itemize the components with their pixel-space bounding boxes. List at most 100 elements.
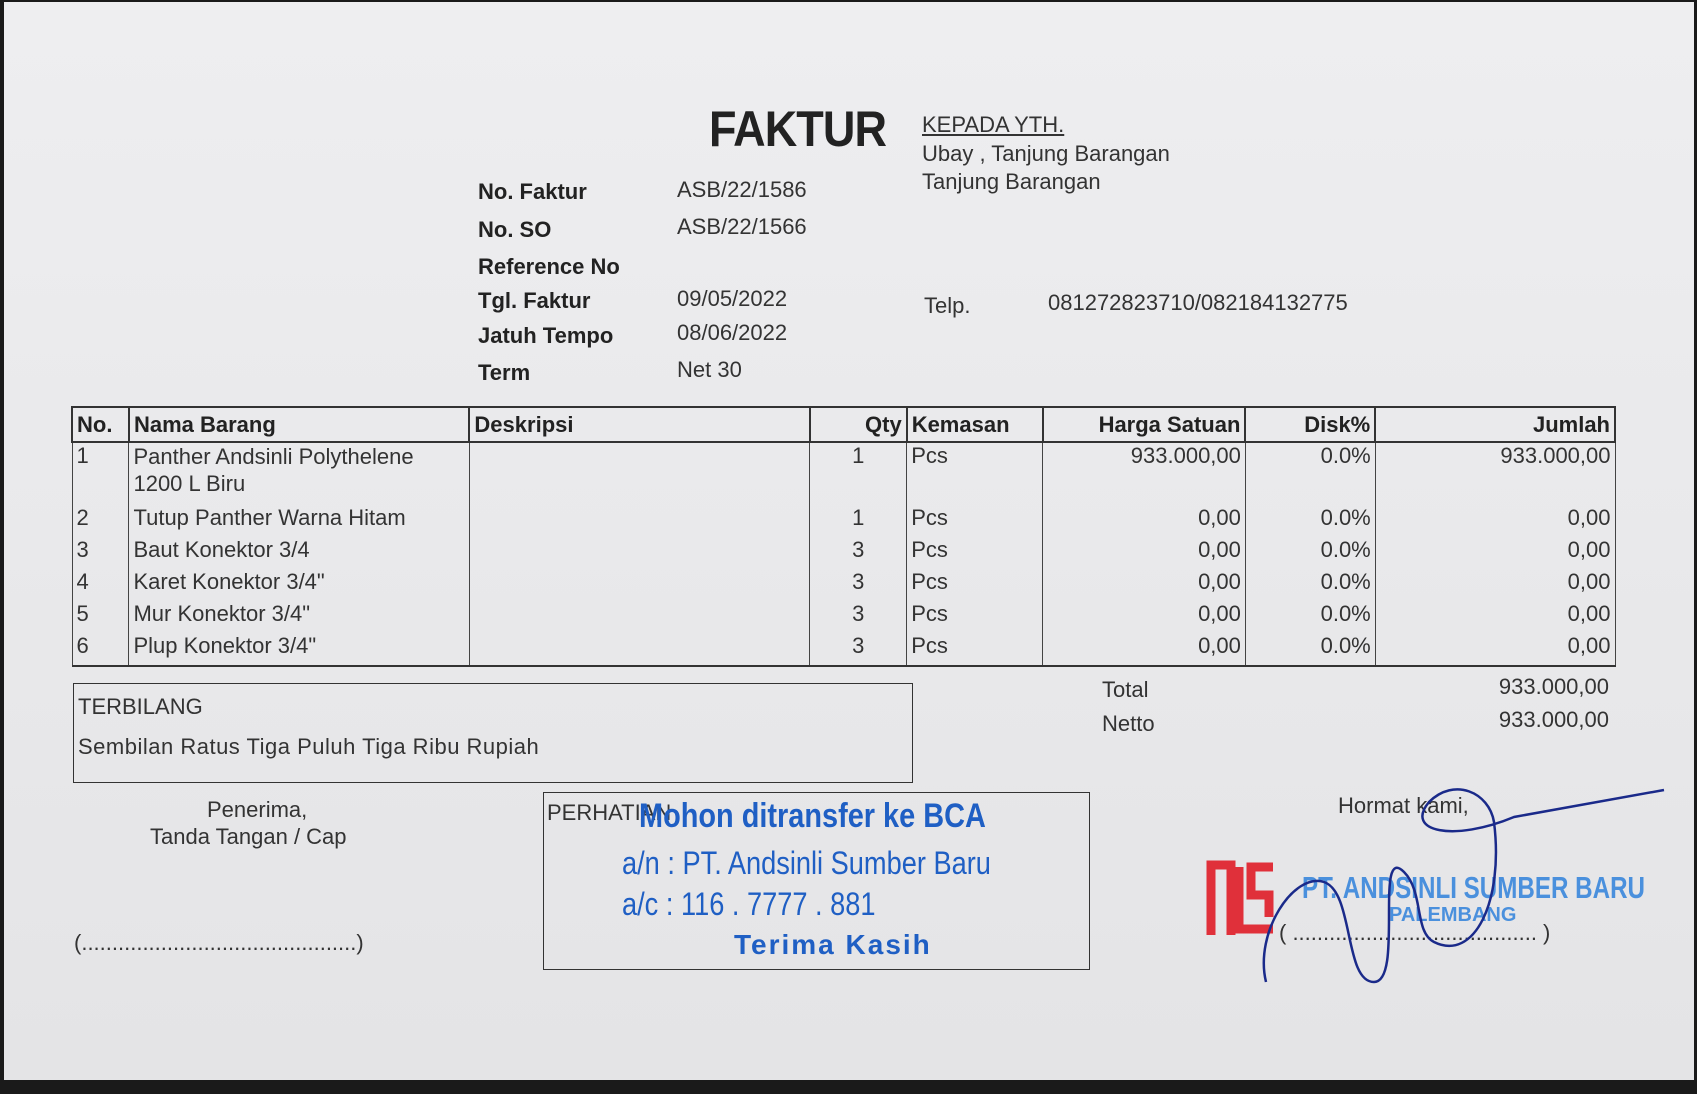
col-no: No. <box>71 406 130 443</box>
meta-label: Jatuh Tempo <box>478 323 614 348</box>
cell-no: 2 <box>71 505 130 537</box>
cell-name: Tutup Panther Warna Hitam <box>128 505 470 537</box>
telp-value: 081272823710/082184132775 <box>1048 290 1348 315</box>
recipient-city: Tanjung Barangan <box>922 169 1101 194</box>
document-title: FAKTUR <box>709 101 887 157</box>
table-header: No. Nama Barang Deskripsi Qty Kemasan Ha… <box>71 406 1616 443</box>
cell-disc: 0.0% <box>1244 442 1376 505</box>
cell-unit: Pcs <box>906 537 1044 569</box>
meta-label: Reference No <box>478 254 620 279</box>
cell-total: 0,00 <box>1374 505 1616 537</box>
netto-label: Netto <box>1102 711 1155 736</box>
items-table: No. Nama Barang Deskripsi Qty Kemasan Ha… <box>71 406 1616 667</box>
sender-sign-line: ( ......................................… <box>1279 920 1551 945</box>
meta-value: ASB/22/1586 <box>677 177 807 202</box>
meta-value: Net 30 <box>677 357 742 382</box>
meta-value: ASB/22/1566 <box>677 214 807 239</box>
cell-desc <box>468 633 811 667</box>
cell-disc: 0.0% <box>1244 505 1376 537</box>
col-disc: Disk% <box>1244 406 1377 443</box>
notice-line3: a/c : 116 . 7777 . 881 <box>622 886 876 922</box>
cell-price: 0,00 <box>1042 633 1246 667</box>
cell-name: Plup Konektor 3/4" <box>128 633 470 667</box>
col-qty: Qty <box>808 406 908 443</box>
cell-disc: 0.0% <box>1244 601 1376 633</box>
sender-greeting: Hormat kami, <box>1338 793 1469 818</box>
cell-no: 6 <box>71 633 130 667</box>
cell-qty: 3 <box>809 569 908 601</box>
col-name: Nama Barang <box>127 406 471 443</box>
cell-no: 5 <box>71 601 130 633</box>
cell-desc <box>468 537 811 569</box>
total-label: Total <box>1102 677 1149 702</box>
cell-disc: 0.0% <box>1244 569 1376 601</box>
cell-unit: Pcs <box>906 633 1044 667</box>
cell-name: Panther Andsinli Polythelene 1200 L Biru <box>128 442 470 505</box>
notice-line4: Terima Kasih <box>734 929 932 960</box>
cell-total: 0,00 <box>1374 601 1616 633</box>
cell-total: 0,00 <box>1374 569 1616 601</box>
meta-label: No. Faktur <box>478 179 587 204</box>
cell-price: 0,00 <box>1042 601 1246 633</box>
cell-no: 3 <box>71 537 130 569</box>
cell-price: 0,00 <box>1042 505 1246 537</box>
cell-name: Baut Konektor 3/4 <box>128 537 470 569</box>
meta-label: Tgl. Faktur <box>478 288 591 313</box>
cell-unit: Pcs <box>906 505 1044 537</box>
meta-value: 08/06/2022 <box>677 320 788 345</box>
terbilang-box: TERBILANG Sembilan Ratus Tiga Puluh Tiga… <box>73 683 913 783</box>
cell-qty: 3 <box>809 633 908 667</box>
cell-desc <box>468 442 811 505</box>
col-unit: Kemasan <box>905 406 1044 443</box>
stamp-company: PT. ANDSINLI SUMBER BARU <box>1302 870 1646 905</box>
signature <box>1262 788 1665 984</box>
terbilang-text: Sembilan Ratus Tiga Puluh Tiga Ribu Rupi… <box>78 734 540 759</box>
cell-total: 0,00 <box>1374 633 1616 667</box>
cell-qty: 3 <box>809 601 908 633</box>
receiver-label: Penerima, <box>207 797 308 822</box>
meta-label: Term <box>478 360 531 385</box>
cell-desc <box>468 505 811 537</box>
cell-unit: Pcs <box>906 569 1044 601</box>
terbilang-label: TERBILANG <box>78 694 203 719</box>
col-total: Jumlah <box>1374 406 1616 443</box>
netto-value: 933.000,00 <box>1498 707 1609 732</box>
cell-no: 4 <box>71 569 130 601</box>
cell-total: 933.000,00 <box>1374 442 1616 505</box>
meta-label: No. SO <box>478 217 552 242</box>
recipient-name: Ubay , Tanjung Barangan <box>922 141 1170 166</box>
cell-desc <box>468 601 811 633</box>
cell-total: 0,00 <box>1374 537 1616 569</box>
table-row: 6 Plup Konektor 3/4" 3 Pcs 0,00 0.0% 0,0… <box>71 633 1616 667</box>
cell-unit: Pcs <box>906 601 1044 633</box>
cell-qty: 3 <box>809 537 908 569</box>
recipient-heading: KEPADA YTH. <box>922 112 1065 137</box>
cell-unit: Pcs <box>906 442 1044 505</box>
table-row: 3 Baut Konektor 3/4 3 Pcs 0,00 0.0% 0,00 <box>71 537 1616 569</box>
col-desc: Deskripsi <box>468 406 811 443</box>
cell-price: 933.000,00 <box>1042 442 1246 505</box>
telp-label: Telp. <box>924 293 971 318</box>
notice-label: PERHATIAN <box>547 800 672 825</box>
cell-desc <box>468 569 811 601</box>
receiver-sign-label: Tanda Tangan / Cap <box>150 824 347 849</box>
cell-name: Mur Konektor 3/4" <box>128 601 470 633</box>
table-row: 1 Panther Andsinli Polythelene 1200 L Bi… <box>71 442 1616 505</box>
company-logo <box>1206 860 1274 935</box>
cell-disc: 0.0% <box>1244 537 1376 569</box>
cell-no: 1 <box>71 442 130 505</box>
total-value: 933.000,00 <box>1498 674 1609 699</box>
cell-name: Karet Konektor 3/4" <box>128 569 470 601</box>
meta-value: 09/05/2022 <box>677 286 788 311</box>
receiver-sign-line: (.......................................… <box>74 930 364 955</box>
invoice-paper: FAKTUR KEPADA YTH. Ubay , Tanjung Barang… <box>4 2 1694 1080</box>
cell-price: 0,00 <box>1042 537 1246 569</box>
table-row: 2 Tutup Panther Warna Hitam 1 Pcs 0,00 0… <box>71 505 1616 537</box>
cell-price: 0,00 <box>1042 569 1246 601</box>
col-price: Harga Satuan <box>1041 406 1247 443</box>
table-row: 5 Mur Konektor 3/4" 3 Pcs 0,00 0.0% 0,00 <box>71 601 1616 633</box>
cell-qty: 1 <box>809 442 908 505</box>
notice-box: PERHATIAN Mohon ditransfer ke BCA a/n : … <box>543 792 1090 970</box>
notice-line1: Mohon ditransfer ke BCA <box>639 797 986 835</box>
cell-disc: 0.0% <box>1244 633 1376 667</box>
